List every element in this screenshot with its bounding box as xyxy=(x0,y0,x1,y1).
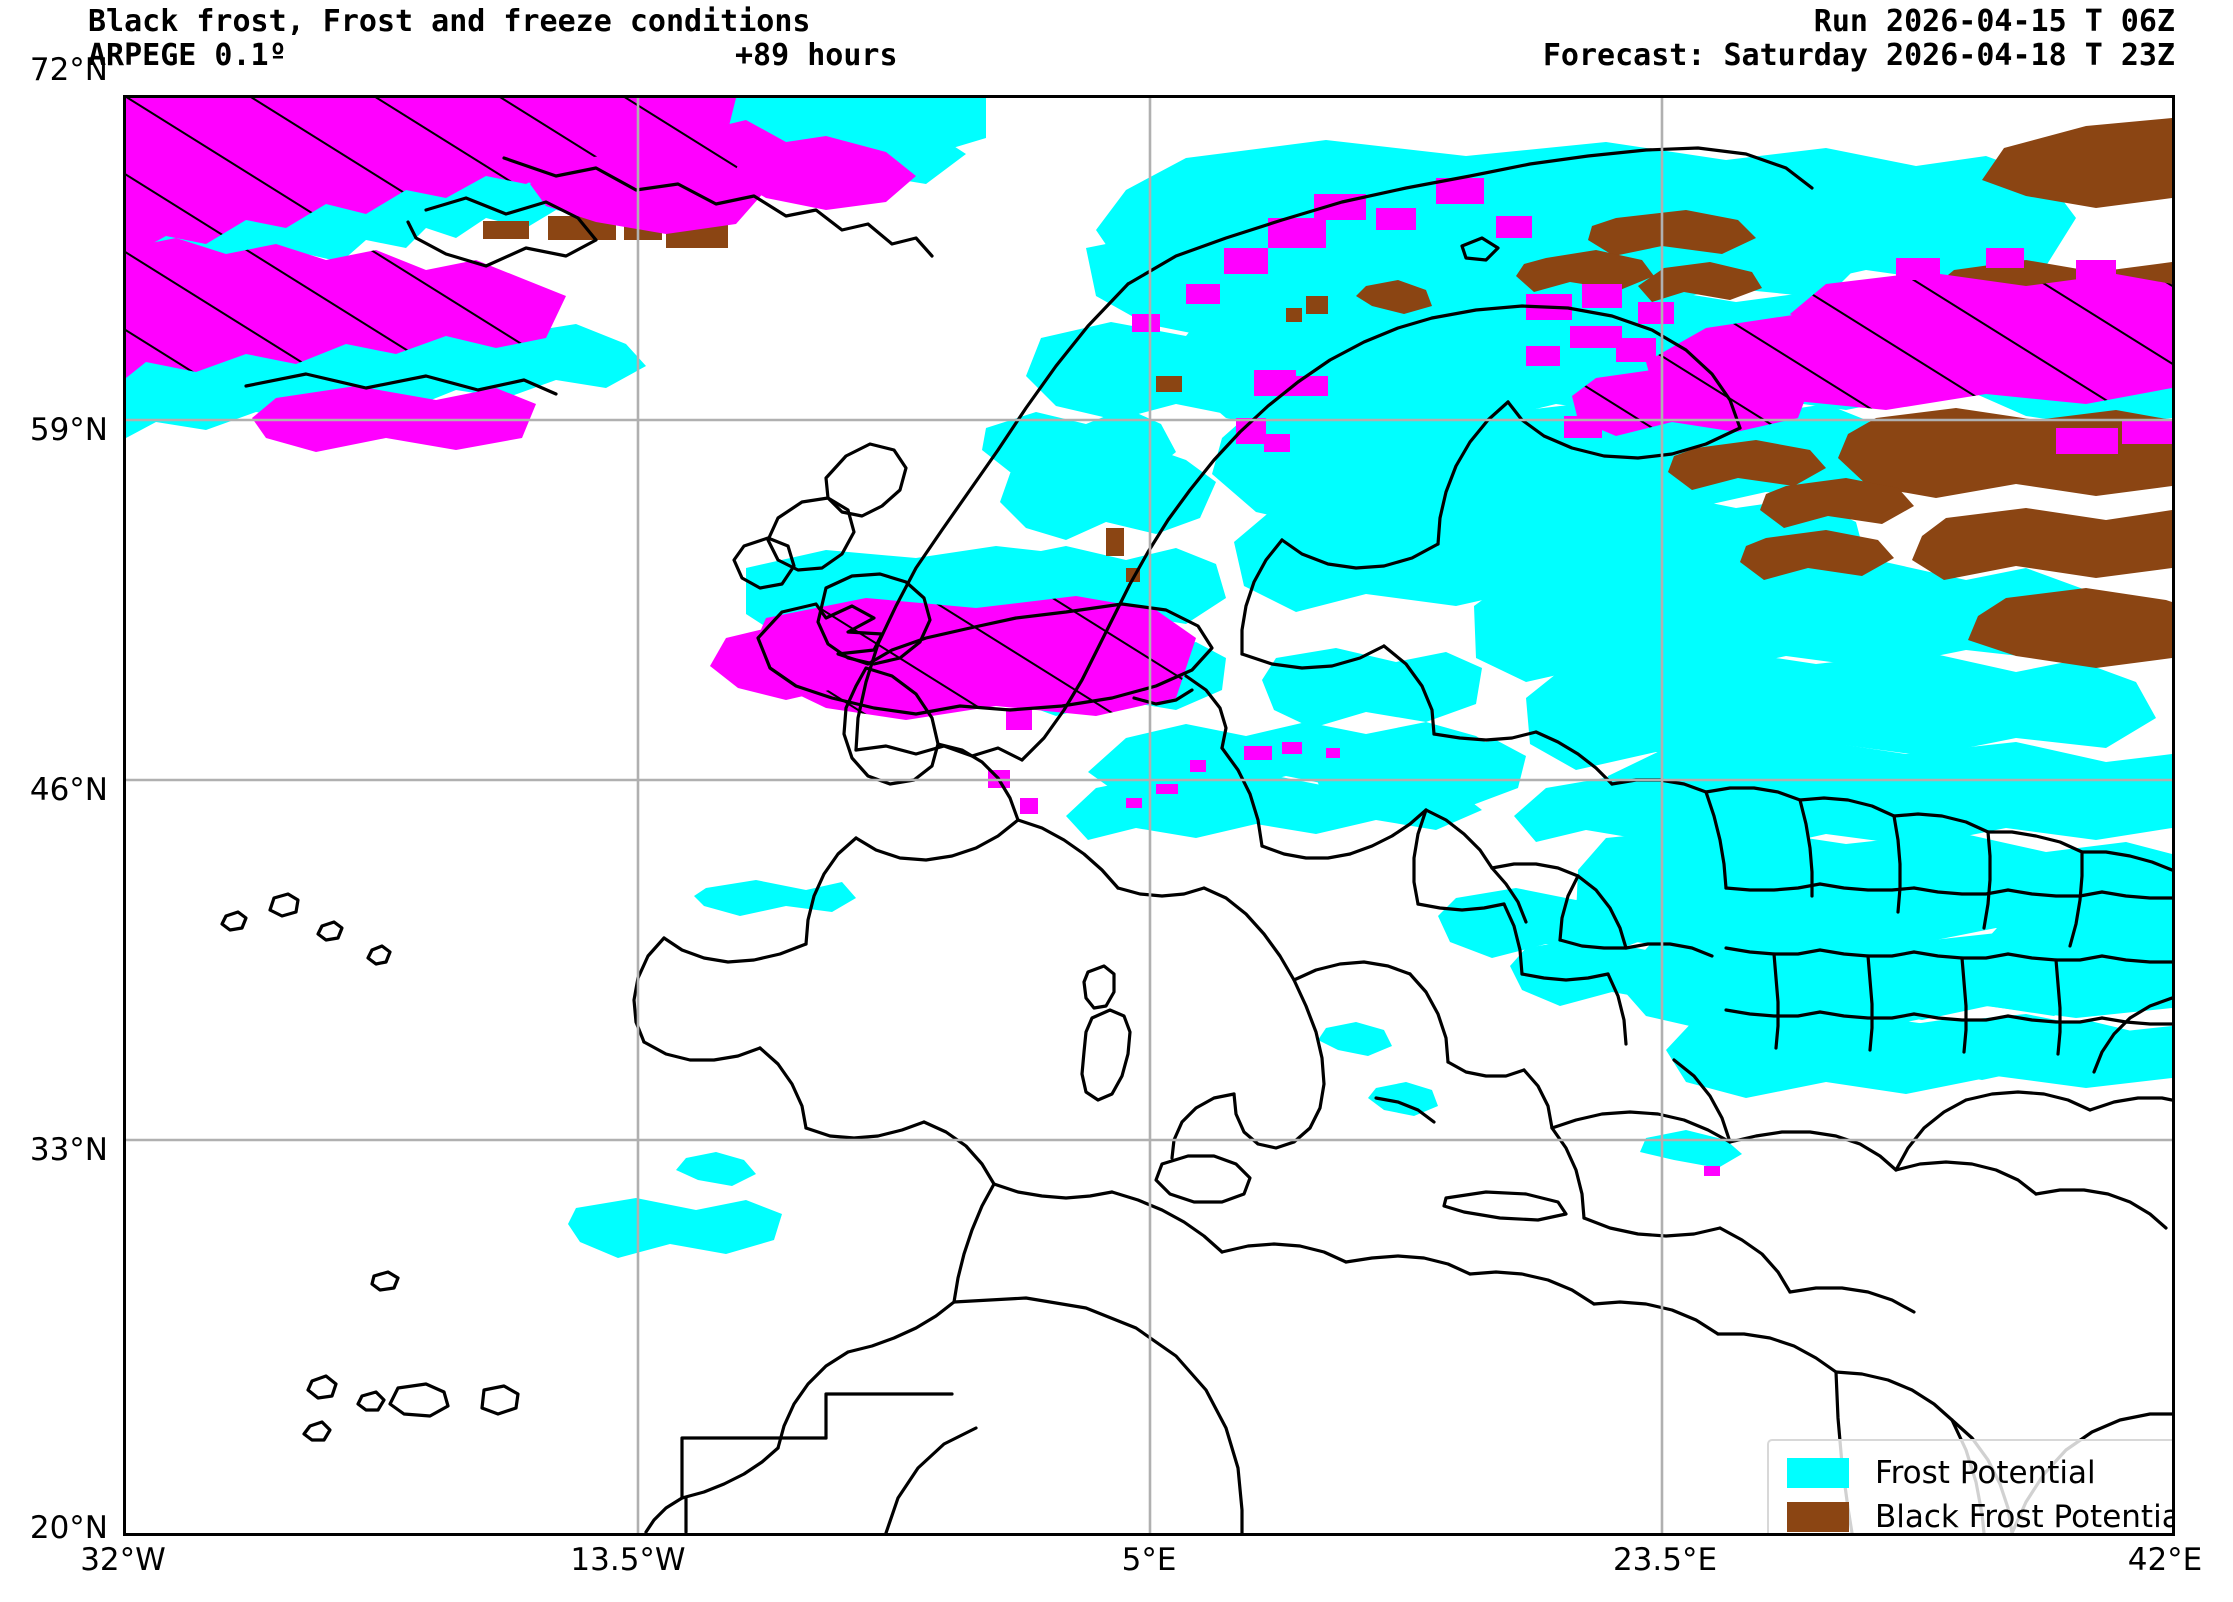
lead-time-label: +89 hours xyxy=(735,38,898,73)
x-tick-label-5e: 5°E xyxy=(1121,1542,1177,1578)
run-timestamp: Run 2026-04-15 T 06Z xyxy=(1813,4,2175,39)
y-tick-label-46n: 46°N xyxy=(29,772,108,808)
y-tick-label-20n: 20°N xyxy=(29,1510,108,1546)
map-canvas xyxy=(126,98,2172,1533)
y-tick-label-33n: 33°N xyxy=(29,1132,108,1168)
x-tick-label-235e: 23.5°E xyxy=(1612,1542,1718,1578)
legend-label-black-frost: Black Frost Potential xyxy=(1875,1499,2175,1535)
y-tick-label-72n: 72°N xyxy=(29,52,108,88)
y-tick-label-59n: 59°N xyxy=(29,412,108,448)
x-tick-label-135w: 13.5°W xyxy=(570,1542,686,1578)
legend-row-black-frost: Black Frost Potential xyxy=(1787,1495,2175,1535)
map-legend: Frost Potential Black Frost Potential Fr… xyxy=(1767,1439,2175,1535)
legend-row-frost: Frost Potential xyxy=(1787,1451,2172,1495)
forecast-timestamp: Forecast: Saturday 2026-04-18 T 23Z xyxy=(1542,38,2175,73)
page-title: Black frost, Frost and freeze conditions xyxy=(88,4,811,39)
legend-swatch-frost xyxy=(1787,1458,1849,1488)
legend-label-frost: Frost Potential xyxy=(1875,1455,2096,1491)
gridline-layer xyxy=(126,98,2172,1533)
coastline-layer xyxy=(220,146,2172,1533)
legend-swatch-black-frost xyxy=(1787,1502,1849,1532)
x-tick-label-42e: 42°E xyxy=(2127,1542,2203,1578)
model-label: ARPEGE 0.1º xyxy=(88,38,287,73)
map-plot-area[interactable]: Frost Potential Black Frost Potential Fr… xyxy=(123,95,2175,1536)
x-tick-label-32w: 32°W xyxy=(80,1542,166,1578)
